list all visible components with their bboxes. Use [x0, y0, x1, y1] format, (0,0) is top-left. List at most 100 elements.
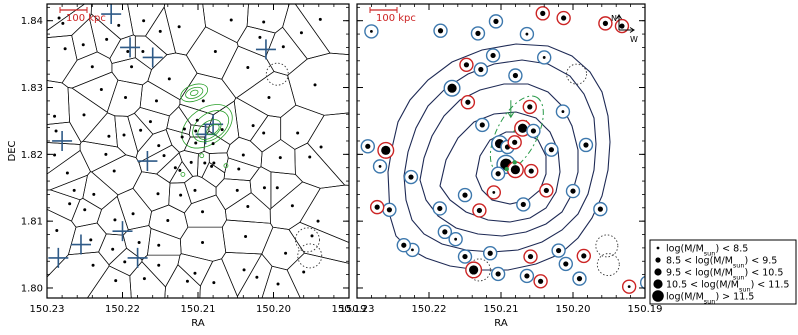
galaxy-point — [90, 65, 94, 69]
galaxy-point — [313, 83, 317, 87]
x-tick-label: 150.22 — [412, 304, 447, 315]
galaxy-points — [53, 16, 323, 286]
density-contour — [403, 59, 597, 253]
voronoi-cell — [237, 253, 273, 298]
voronoi-cell — [215, 178, 252, 211]
galaxy-point — [262, 186, 266, 190]
galaxy-mass-dot — [463, 62, 470, 68]
voronoi-cell — [169, 160, 194, 184]
voronoi-cells — [47, 4, 349, 298]
galaxy-mass-dot — [437, 205, 443, 212]
galaxy-point — [235, 188, 239, 192]
galaxy-mass-dot — [462, 192, 468, 198]
galaxy-mass-dot — [518, 123, 528, 133]
voronoi-cell — [47, 142, 81, 175]
cross-marker — [112, 221, 133, 242]
voronoi-cell — [201, 161, 226, 188]
galaxy-mass-dot — [525, 32, 529, 36]
galaxy-mass-dot — [561, 15, 567, 21]
voronoi-cell — [109, 34, 136, 64]
voronoi-cell — [246, 4, 290, 34]
galaxy-mass-dot — [411, 248, 414, 252]
galaxy-point — [185, 279, 189, 283]
voronoi-cell — [47, 189, 81, 222]
x-tick-label: 150.23 — [30, 304, 65, 315]
green-contour — [189, 89, 199, 96]
voronoi-cell — [236, 71, 297, 118]
galaxy-point — [210, 164, 214, 168]
galaxy-point — [193, 271, 197, 275]
green-contour — [180, 83, 209, 103]
galaxy-mass-dot — [476, 207, 482, 214]
legend-subscript: sun — [733, 262, 745, 270]
galaxy-point — [114, 279, 118, 283]
legend-entry: log(M/Msun) > 11.5 — [666, 292, 754, 306]
scale-bar-label: 100 kpc — [376, 13, 416, 24]
galaxy-point — [157, 243, 161, 247]
galaxy-point — [246, 204, 250, 208]
galaxy-point — [83, 208, 87, 212]
voronoi-cell — [61, 51, 113, 89]
galaxy-point — [244, 235, 248, 239]
plot-area — [360, 6, 645, 294]
galaxy-mass-dot — [365, 143, 371, 149]
galaxy-point — [126, 49, 130, 53]
green-point — [504, 166, 509, 172]
galaxy-point — [104, 152, 108, 156]
voronoi-cell — [135, 129, 173, 163]
dotted-circle — [467, 258, 491, 282]
galaxy-point — [251, 124, 255, 128]
compass-west-label: W — [630, 35, 638, 44]
y-axis-label: DEC — [7, 140, 18, 161]
galaxy-point — [302, 270, 306, 274]
galaxy-point — [57, 16, 61, 20]
galaxy-mass-dot — [530, 128, 537, 134]
galaxy-point — [157, 144, 161, 148]
y-tick-label: 1.83 — [21, 83, 43, 94]
galaxy-point — [107, 134, 111, 138]
galaxy-mass-dot — [527, 104, 533, 110]
galaxy-mass-dot — [524, 273, 530, 279]
x-tick-label: 150.20 — [556, 304, 591, 315]
legend-entry: 10.5 < log(M/Msun) < 11.5 — [666, 280, 789, 294]
galaxy-point — [137, 241, 141, 245]
voronoi-cell — [147, 52, 198, 101]
voronoi-cell — [184, 194, 227, 228]
galaxy-mass-dot — [581, 253, 587, 259]
voronoi-cell — [90, 154, 143, 196]
galaxy-point — [193, 188, 197, 192]
cross-marker — [203, 114, 224, 135]
green-contours — [180, 83, 233, 177]
galaxy-point — [212, 281, 216, 285]
galaxy-mass-dot — [378, 164, 382, 168]
dotted-circle — [265, 62, 289, 86]
galaxy-point — [201, 99, 205, 103]
dotted-circle — [295, 227, 320, 253]
legend-text: 10.5 < log(M/M — [666, 280, 739, 291]
right-panel: 100 kpc N W 150.23 150.22 150.21 150.20 150.19 R… — [340, 3, 663, 329]
x-tick-label: 150.22 — [105, 304, 140, 315]
galaxy-mass-dot — [542, 56, 546, 59]
galaxy-point — [81, 43, 85, 47]
cross-marker — [137, 151, 158, 172]
galaxy-point — [242, 268, 246, 272]
legend-subscript: sun — [704, 298, 716, 306]
galaxy-point — [61, 21, 65, 25]
galaxy-point — [179, 193, 183, 197]
voronoi-cell — [249, 115, 282, 153]
voronoi-cell — [221, 219, 274, 255]
legend-text: log(M/M — [666, 244, 704, 255]
voronoi-cell — [224, 192, 271, 224]
legend-box — [649, 239, 797, 305]
galaxy-point — [296, 131, 300, 135]
legend-marker — [656, 246, 660, 250]
density-contour — [475, 131, 547, 205]
galaxy-point — [255, 275, 259, 279]
galaxy-point — [284, 251, 288, 255]
voronoi-cell — [163, 4, 206, 56]
galaxy-mass-dot — [469, 265, 479, 275]
galaxy-point — [195, 118, 199, 122]
galaxy-mass-dot — [619, 23, 625, 29]
green-point — [512, 160, 517, 165]
galaxy-mass-dot — [512, 72, 519, 79]
